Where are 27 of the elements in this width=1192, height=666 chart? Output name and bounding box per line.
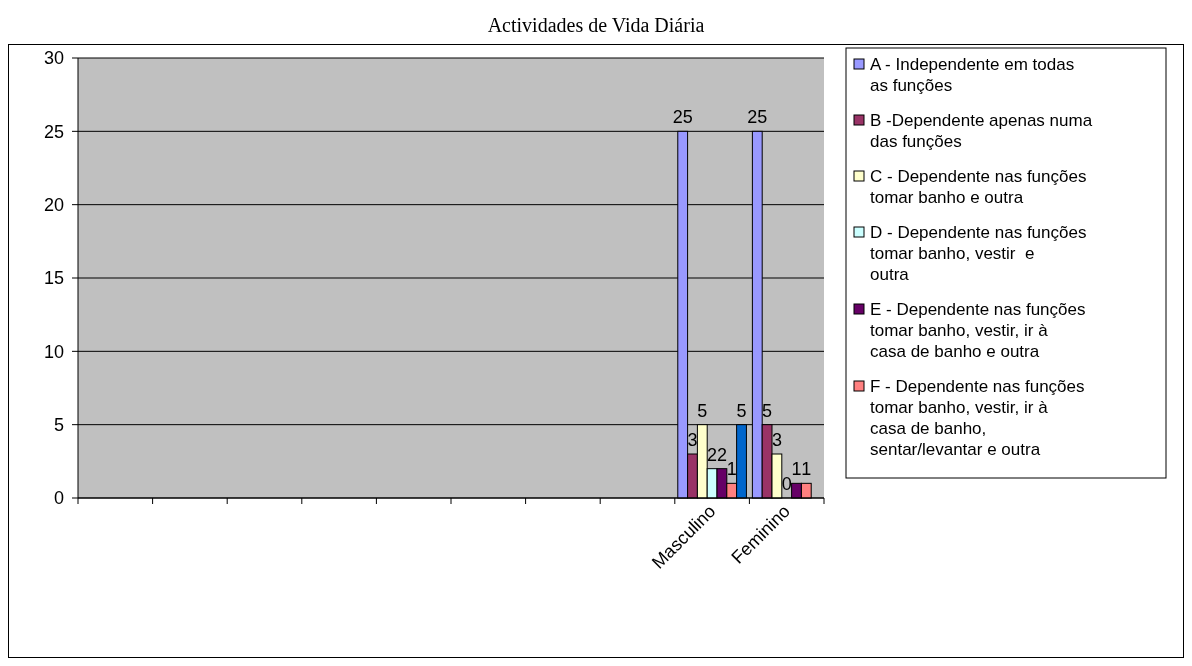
y-tick-label: 0 xyxy=(53,488,64,509)
data-label: 1 xyxy=(801,459,812,480)
data-label: 3 xyxy=(687,430,698,450)
y-tick-label: 15 xyxy=(43,268,64,289)
data-label: 25 xyxy=(747,107,768,128)
data-label: 1 xyxy=(791,459,802,480)
data-label: 25 xyxy=(672,107,693,128)
data-label: 5 xyxy=(697,400,708,421)
y-tick-label: 20 xyxy=(43,194,64,215)
data-label: 2 xyxy=(707,444,718,465)
y-tick-label: 25 xyxy=(43,121,64,142)
legend-label: D - Dependente nas funções tomar banho, vestir e outra xyxy=(870,223,1092,284)
data-label: 5 xyxy=(762,400,773,421)
legend-label: E - Dependente nas funções tomar banho, vestir, ir à casa de banho e outra xyxy=(870,300,1086,361)
data-label: 2 xyxy=(716,444,727,465)
legend-label: B -Dependente apenas numa das funções xyxy=(870,111,1093,151)
legend-label: F - Dependente nas funções tomar banho, vestir, ir à casa de banho, sentar/levantar e outra xyxy=(870,377,1085,459)
data-label: 5 xyxy=(736,400,747,421)
legend-label: A - Independente em todas as funções xyxy=(870,55,1075,95)
data-label: 0 xyxy=(781,474,792,494)
y-tick-label: 10 xyxy=(43,341,64,362)
data-label: 3 xyxy=(771,430,782,450)
data-label: 1 xyxy=(726,459,737,480)
y-tick-label: 30 xyxy=(43,48,64,69)
chart-title: Actividades de Vida Diária xyxy=(487,14,705,36)
y-tick-label: 5 xyxy=(53,414,64,435)
legend-label: C - Dependente nas funções tomar banho e outra xyxy=(870,167,1087,207)
